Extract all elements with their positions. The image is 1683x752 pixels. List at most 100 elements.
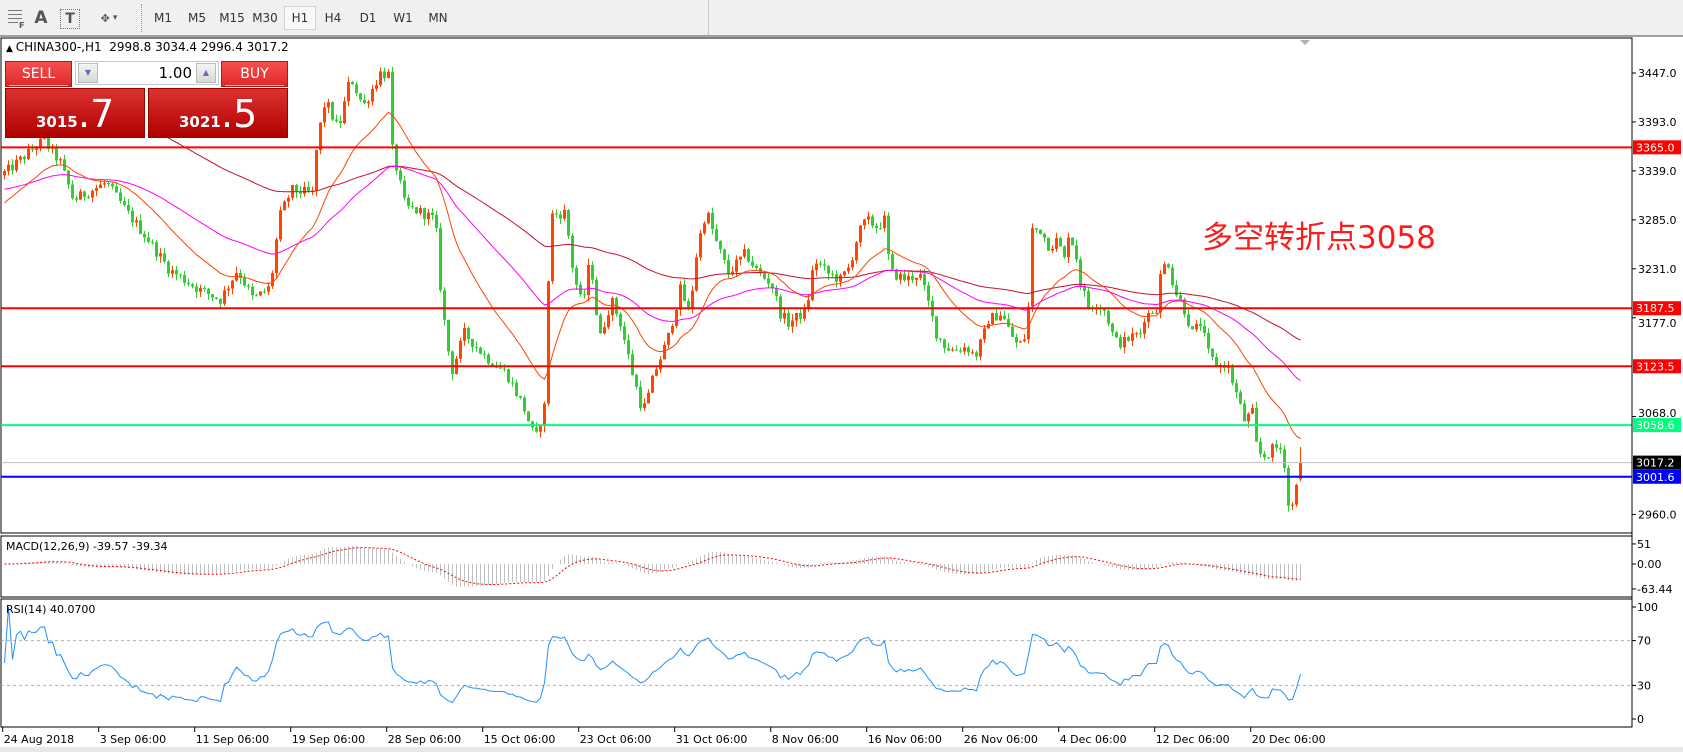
candle-body: [159, 253, 162, 257]
text-label-icon[interactable]: T: [60, 9, 80, 29]
arrows-dropdown-icon[interactable]: ✥ ▾: [100, 11, 118, 25]
macd-panel: [0, 535, 1633, 598]
candle-body: [503, 368, 506, 370]
candle-body: [1067, 237, 1070, 258]
candle-body: [439, 227, 442, 291]
candle-body: [995, 313, 998, 321]
timeframe-m5-button[interactable]: M5: [188, 11, 206, 25]
candle-body: [231, 280, 234, 289]
candle-body: [991, 313, 994, 324]
candle-body: [491, 363, 494, 367]
timeframe-mn-button[interactable]: MN: [428, 11, 448, 25]
candle-body: [131, 210, 134, 223]
candle-body: [347, 81, 350, 102]
time-tick-label: 23 Oct 06:00: [580, 733, 652, 746]
rsi-tick-label: 100: [1637, 601, 1658, 614]
candle-body: [443, 290, 446, 320]
candle-body: [187, 282, 190, 285]
rsi-tick-label: 0: [1637, 713, 1644, 726]
candle-body: [551, 213, 554, 282]
candle-body: [1199, 323, 1202, 326]
candle-body: [895, 269, 898, 280]
lot-decrease-button[interactable]: ▼: [78, 63, 98, 83]
timeframe-m15-button[interactable]: M15: [219, 11, 245, 25]
price-tick-label: 2960.0: [1638, 508, 1677, 521]
candle-body: [887, 215, 890, 255]
sell-price-button[interactable]: 3015 .7: [5, 88, 145, 138]
lot-increase-button[interactable]: ▲: [196, 63, 216, 83]
candle-body: [1043, 233, 1046, 238]
candle-body: [471, 338, 474, 347]
moving-average-mid-line: [4, 165, 1301, 381]
candle-body: [379, 71, 382, 86]
candle-body: [1187, 314, 1190, 327]
candle-body: [867, 216, 870, 220]
candle-body: [1263, 453, 1266, 458]
candle-body: [923, 274, 926, 286]
candle-body: [75, 198, 78, 200]
timeframe-d1-button[interactable]: D1: [359, 11, 377, 25]
candle-body: [735, 259, 738, 272]
candle-body: [651, 375, 654, 393]
candle-body: [1055, 238, 1058, 249]
candle-body: [211, 294, 214, 298]
candle-body: [1211, 348, 1214, 357]
candle-body: [899, 273, 902, 280]
grid-properties-icon[interactable]: F: [4, 6, 30, 30]
candle-body: [515, 382, 518, 396]
text-icon[interactable]: A: [28, 6, 54, 30]
candle-body: [883, 215, 886, 229]
candle-body: [511, 382, 514, 384]
candle-body: [963, 347, 966, 352]
candle-body: [23, 156, 26, 160]
lot-value[interactable]: 1.00: [158, 64, 192, 82]
time-tick-label: 11 Sep 06:00: [196, 733, 269, 746]
candle-body: [547, 281, 550, 404]
time-tick-label: 31 Oct 06:00: [676, 733, 748, 746]
candle-body: [275, 239, 278, 274]
price-tick-label: 3068.0: [1638, 407, 1677, 420]
time-tick-label: 16 Nov 06:00: [868, 733, 942, 746]
candle-body: [903, 273, 906, 281]
timeframe-m1-button[interactable]: M1: [154, 11, 172, 25]
candle-body: [775, 288, 778, 297]
candle-body: [11, 164, 14, 171]
candle-body: [7, 164, 10, 172]
candle-body: [179, 274, 182, 276]
grid-properties-glyph: F: [19, 21, 24, 29]
candle-body: [431, 212, 434, 215]
rsi-panel: [0, 598, 1633, 728]
candle-body: [95, 188, 98, 191]
candle-body: [1179, 295, 1182, 300]
collapse-triangle-icon[interactable]: ▲: [6, 44, 16, 54]
candle-body: [307, 186, 310, 192]
candle-body: [259, 291, 262, 296]
timeframe-h4-button[interactable]: H4: [324, 11, 342, 25]
candle-body: [971, 352, 974, 354]
bottom-scrollbar-strip: [0, 747, 1683, 752]
sell-button[interactable]: SELL: [5, 61, 72, 87]
timeframe-m30-button[interactable]: M30: [252, 11, 278, 25]
candle-body: [595, 279, 598, 315]
candle-body: [983, 328, 986, 340]
candle-body: [263, 291, 266, 293]
price-level-label: 3187.5: [1636, 302, 1675, 315]
timeframe-w1-button[interactable]: W1: [393, 11, 413, 25]
timeframe-h1-button[interactable]: H1: [284, 6, 316, 30]
candle-body: [251, 286, 254, 296]
candle-body: [1271, 444, 1274, 458]
candle-body: [171, 270, 174, 274]
candle-body: [863, 219, 866, 226]
buy-price-button[interactable]: 3021 .5: [148, 88, 288, 138]
candle-body: [539, 426, 542, 432]
buy-button[interactable]: BUY: [221, 61, 288, 87]
candle-body: [255, 295, 258, 297]
candle-body: [599, 314, 602, 334]
candle-body: [215, 297, 218, 299]
candle-body: [79, 191, 82, 200]
lot-size-field[interactable]: ▼ 1.00 ▲: [75, 61, 219, 85]
candle-body: [387, 71, 390, 79]
toolbar: F A T ✥ ▾ M1 M5 M15 M30 H1 H4 D1 W1 MN: [0, 0, 1683, 37]
time-tick-label: 3 Sep 06:00: [100, 733, 166, 746]
